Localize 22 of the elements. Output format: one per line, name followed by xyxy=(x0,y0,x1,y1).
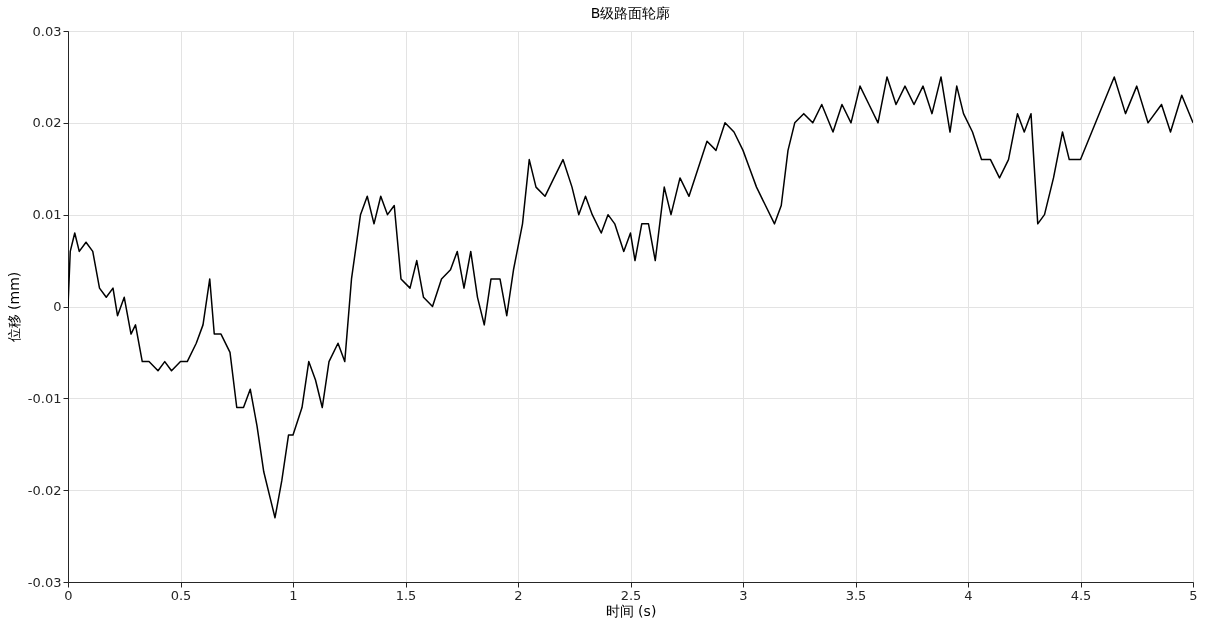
chart-title: B级路面轮廓 xyxy=(590,5,671,21)
y-tick-label: -0.01 xyxy=(27,390,62,406)
x-tick-label: 2 xyxy=(514,587,523,603)
x-tick-label: 4.5 xyxy=(1070,587,1092,603)
y-tick-label: 0.01 xyxy=(32,207,62,223)
y-axis-title: 位移 (mm) xyxy=(5,271,22,343)
x-tick-label: 0.5 xyxy=(170,587,192,603)
x-tick-label: 3.5 xyxy=(845,587,867,603)
line-series xyxy=(68,76,1193,519)
x-tick-label: 5 xyxy=(1189,587,1198,603)
y-tick-label: -0.03 xyxy=(27,574,62,590)
x-tick-label: 4 xyxy=(964,587,973,603)
y-tick-label: 0.03 xyxy=(32,23,62,39)
y-tick-label: 0 xyxy=(53,299,62,314)
x-axis-title: 时间 (s) xyxy=(605,602,657,619)
x-tick-label: 1 xyxy=(289,587,298,603)
x-tick-label: 2.5 xyxy=(620,587,642,603)
y-tick-label: 0.02 xyxy=(32,115,62,131)
x-tick-label: 1.5 xyxy=(395,587,417,603)
y-tick-label: -0.02 xyxy=(27,482,62,498)
x-tick-label: 3 xyxy=(739,587,748,603)
x-tick-label: 0 xyxy=(64,587,73,603)
